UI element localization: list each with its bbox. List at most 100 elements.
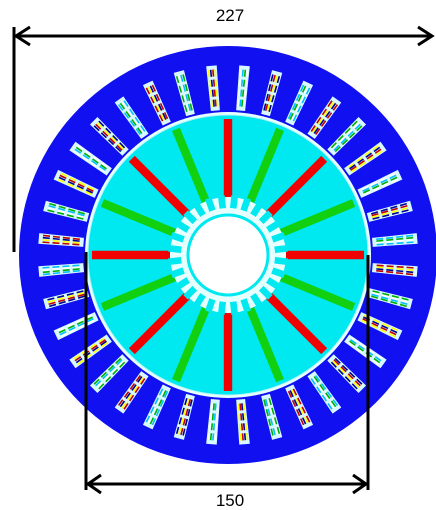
winding-conductor bbox=[292, 87, 311, 122]
winding-conductor bbox=[47, 290, 84, 301]
winding-conductor bbox=[42, 234, 80, 241]
rotor-tooth bbox=[271, 267, 286, 278]
winding-conductor bbox=[266, 398, 278, 435]
stator-slot bbox=[327, 354, 367, 394]
winding-conductor bbox=[96, 122, 124, 150]
winding-conductor bbox=[333, 123, 361, 151]
rotor-tooth bbox=[170, 232, 185, 243]
rotor-tooth bbox=[240, 197, 251, 212]
winding-conductor bbox=[371, 291, 409, 303]
rotor-magnet bbox=[100, 273, 177, 311]
stator-slot bbox=[344, 141, 387, 176]
winding-conductor bbox=[48, 205, 85, 217]
stator-slot bbox=[206, 65, 220, 112]
rotor-tooth bbox=[250, 202, 263, 218]
winding-conductor bbox=[74, 148, 106, 171]
stator-slot bbox=[89, 116, 129, 156]
winding-conductor bbox=[239, 403, 244, 441]
winding-conductor bbox=[237, 403, 242, 441]
winding-conductor bbox=[42, 241, 80, 246]
rotor-tooth bbox=[193, 292, 206, 308]
winding-conductor bbox=[237, 69, 242, 107]
stator-slot bbox=[114, 96, 149, 139]
winding-conductor bbox=[59, 174, 94, 192]
rotor-magnet bbox=[266, 293, 328, 355]
winding-conductor bbox=[123, 378, 146, 410]
stator-slot bbox=[366, 288, 413, 310]
rotor-diameter-dimension: 150 bbox=[84, 252, 370, 510]
winding-conductor bbox=[363, 314, 399, 332]
rotor-tooth bbox=[265, 220, 281, 233]
winding-conductor bbox=[49, 202, 86, 215]
winding-conductor bbox=[145, 388, 164, 423]
rotor-dimension-label: 150 bbox=[216, 491, 244, 510]
winding-conductor bbox=[74, 339, 106, 362]
winding-conductor bbox=[241, 69, 247, 107]
winding-conductor bbox=[376, 266, 414, 271]
rotor-arrow-right bbox=[352, 473, 369, 495]
winding-conductor bbox=[313, 102, 337, 134]
winding-conductor bbox=[291, 389, 309, 424]
rotor-tooth bbox=[175, 277, 191, 290]
winding-conductor bbox=[263, 399, 274, 436]
winding-conductor bbox=[119, 376, 143, 408]
winding-conductor bbox=[95, 359, 123, 387]
stator-slot bbox=[307, 96, 342, 139]
winding-conductor bbox=[47, 209, 84, 220]
rotor-magnet bbox=[172, 127, 210, 204]
winding-conductor bbox=[209, 403, 215, 441]
winding-conductor bbox=[242, 403, 249, 441]
winding-conductor bbox=[371, 205, 408, 217]
winding-conductor bbox=[371, 293, 408, 305]
winding-conductor bbox=[175, 76, 188, 113]
winding-conductor bbox=[42, 269, 80, 276]
winding-conductor bbox=[334, 125, 363, 153]
stator-slot bbox=[366, 200, 413, 222]
winding-conductor bbox=[376, 239, 414, 244]
rotor-magnet bbox=[128, 155, 190, 217]
stator-slot bbox=[261, 393, 283, 440]
rotor-tooth bbox=[183, 285, 198, 300]
stator-slot bbox=[344, 334, 387, 369]
rotor-magnet bbox=[100, 199, 177, 237]
winding-conductor bbox=[376, 264, 414, 269]
rotor-tooth bbox=[170, 267, 185, 278]
rotor-magnet bbox=[92, 250, 170, 260]
winding-conductor bbox=[291, 86, 309, 121]
outer-arrow-left bbox=[13, 25, 31, 47]
rotor-tooth bbox=[168, 256, 182, 266]
winding-conductor bbox=[376, 234, 414, 241]
winding-conductor bbox=[362, 174, 397, 192]
stator-slot bbox=[173, 70, 195, 117]
winding-conductor bbox=[117, 375, 141, 406]
rotor-tooth bbox=[258, 285, 273, 300]
winding-conductor bbox=[73, 337, 105, 360]
winding-conductor bbox=[59, 318, 94, 336]
winding-conductor bbox=[350, 148, 382, 171]
winding-conductor bbox=[60, 172, 95, 191]
winding-conductor bbox=[77, 342, 108, 366]
rotor-magnet bbox=[172, 306, 210, 383]
winding-conductor bbox=[349, 340, 381, 364]
winding-conductor bbox=[348, 342, 379, 366]
winding-conductor bbox=[312, 377, 335, 409]
rotor-tooth bbox=[271, 232, 286, 243]
winding-conductor bbox=[48, 293, 85, 305]
winding-conductor bbox=[264, 398, 276, 436]
rotor-tooth bbox=[175, 220, 191, 233]
winding-conductor bbox=[95, 123, 123, 151]
winding-conductor bbox=[42, 236, 80, 242]
rotor-tooth bbox=[265, 277, 281, 290]
winding-conductor bbox=[42, 266, 80, 271]
rotor-magnet bbox=[279, 273, 356, 311]
winding-conductor bbox=[268, 397, 281, 434]
winding-conductor bbox=[242, 69, 249, 107]
outer-dimension-label: 227 bbox=[216, 6, 244, 25]
rotor-magnet bbox=[223, 119, 233, 197]
winding-conductor bbox=[239, 69, 244, 107]
winding-conductor bbox=[312, 101, 335, 133]
winding-conductor bbox=[147, 389, 165, 424]
winding-conductor bbox=[121, 101, 144, 133]
winding-conductor bbox=[123, 100, 146, 132]
rotor-magnet bbox=[128, 293, 190, 355]
